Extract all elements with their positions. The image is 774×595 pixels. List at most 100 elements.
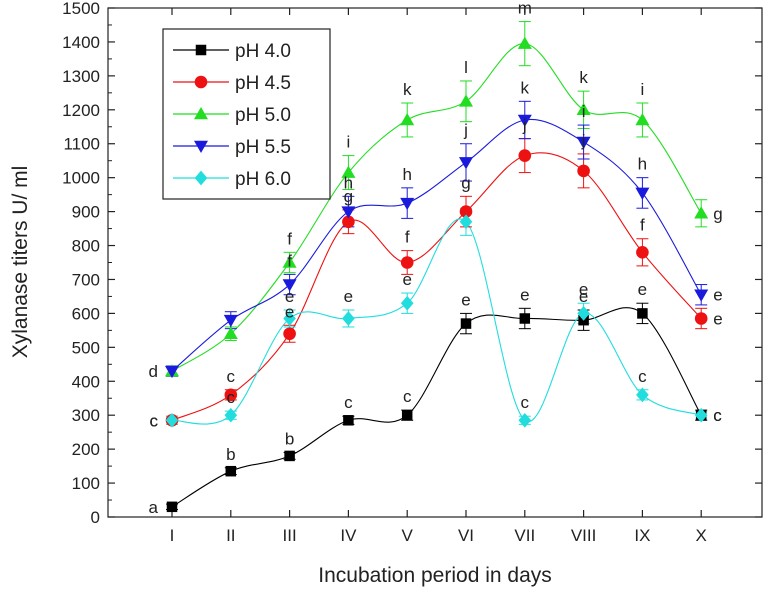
significance-label: c: [403, 387, 412, 406]
x-tick-label: VIII: [571, 526, 597, 545]
y-tick-label: 700: [72, 270, 100, 289]
series-line-ph-40: [171, 307, 702, 508]
significance-label: k: [579, 68, 588, 87]
data-point-ph-60: [518, 412, 532, 428]
significance-label: e: [285, 302, 294, 321]
data-point-ph-40: [637, 308, 648, 319]
significance-label: c: [344, 393, 353, 412]
data-point-ph-50: [282, 255, 297, 268]
x-tick-label: IX: [634, 526, 650, 545]
data-point-ph-60: [577, 306, 590, 321]
significance-label: g: [713, 204, 722, 223]
significance-label: k: [403, 80, 412, 99]
significance-label: e: [344, 287, 353, 306]
data-point-ph-50: [223, 326, 238, 340]
legend-label-ph-45: pH 4.5: [235, 73, 291, 94]
y-tick-label: 800: [72, 237, 100, 256]
legend-marker-ph-55: [194, 140, 208, 153]
significance-label: k: [521, 78, 530, 97]
legend-marker-ph-45: [194, 75, 208, 89]
y-tick-label: 200: [72, 440, 100, 459]
data-point-ph-45: [400, 256, 414, 269]
significance-label: c: [227, 388, 236, 407]
significance-label: j: [522, 116, 527, 135]
significance-label: g: [344, 187, 353, 206]
data-point-ph-40: [519, 313, 531, 324]
data-point-ph-40: [284, 450, 295, 462]
significance-label: f: [640, 216, 645, 235]
significance-label: c: [713, 406, 722, 425]
data-point-ph-60: [400, 295, 414, 311]
significance-label: m: [518, 0, 532, 18]
x-axis-title: Incubation period in days: [318, 564, 552, 587]
series-line-ph-45: [171, 152, 702, 421]
significance-label: i: [582, 102, 586, 121]
data-point-ph-60: [224, 407, 238, 423]
x-tick-label: VI: [458, 526, 474, 545]
data-point-ph-60: [165, 412, 179, 428]
significance-label: h: [402, 165, 411, 184]
legend-label-ph-50: pH 5.0: [235, 105, 291, 126]
data-point-ph-40: [401, 409, 413, 421]
data-point-ph-50: [517, 36, 532, 49]
y-tick-label: 900: [72, 203, 100, 222]
significance-label: d: [149, 362, 158, 381]
significance-label: l: [464, 58, 468, 77]
significance-label: b: [226, 445, 235, 464]
series-line-ph-50: [171, 43, 702, 372]
data-point-ph-55: [459, 157, 473, 170]
data-point-ph-50: [341, 165, 356, 178]
significance-label: e: [713, 309, 722, 328]
significance-label: c: [227, 367, 236, 386]
data-point-ph-45: [342, 215, 355, 229]
data-point-ph-55: [576, 136, 591, 150]
data-point-ph-55: [517, 114, 532, 127]
data-point-ph-40: [343, 415, 354, 426]
significance-label: e: [579, 280, 588, 299]
data-point-ph-60: [459, 214, 473, 230]
significance-label: c: [150, 411, 159, 430]
data-point-ph-40: [225, 465, 237, 477]
legend-label-ph-60: pH 6.0: [235, 169, 291, 190]
data-point-ph-45: [636, 246, 649, 259]
data-point-ph-50: [635, 112, 650, 126]
significance-label: e: [579, 287, 588, 306]
data-point-ph-55: [282, 279, 297, 292]
data-point-ph-55: [400, 197, 415, 211]
significance-label: f: [287, 251, 292, 270]
data-point-ph-50: [694, 206, 709, 219]
data-point-ph-60: [342, 311, 355, 326]
significance-label: a: [149, 498, 159, 517]
y-tick-label: 0: [91, 508, 100, 527]
x-tick-label: III: [283, 526, 297, 545]
significance-label: c: [150, 411, 159, 430]
data-point-ph-45: [694, 312, 708, 325]
y-axis-title: Xylanase titers U/ ml: [9, 166, 32, 359]
significance-label: e: [638, 280, 647, 299]
significance-label: e: [713, 286, 722, 305]
significance-label: b: [285, 430, 294, 449]
y-tick-label: 1200: [62, 101, 100, 120]
data-point-ph-45: [577, 164, 590, 178]
data-point-ph-55: [635, 187, 650, 200]
y-tick-label: 1100: [63, 135, 100, 154]
legend-marker-ph-40: [195, 44, 207, 56]
significance-label: e: [285, 287, 294, 306]
significance-label: g: [461, 173, 470, 192]
data-point-ph-45: [459, 205, 473, 218]
data-point-ph-45: [283, 327, 296, 341]
data-point-ph-55: [165, 365, 179, 379]
x-tick-label: IV: [340, 526, 357, 545]
data-point-ph-45: [224, 388, 238, 402]
y-tick-label: 400: [72, 372, 100, 391]
y-tick-label: 1400: [62, 33, 100, 52]
legend-marker-ph-60: [194, 170, 208, 186]
significance-label: e: [520, 285, 529, 304]
data-point-ph-60: [636, 387, 649, 403]
series-line-ph-55: [171, 118, 702, 372]
y-tick-label: 600: [72, 304, 100, 323]
significance-label: f: [405, 228, 410, 247]
significance-label: h: [344, 173, 353, 192]
significance-label: c: [521, 393, 530, 412]
